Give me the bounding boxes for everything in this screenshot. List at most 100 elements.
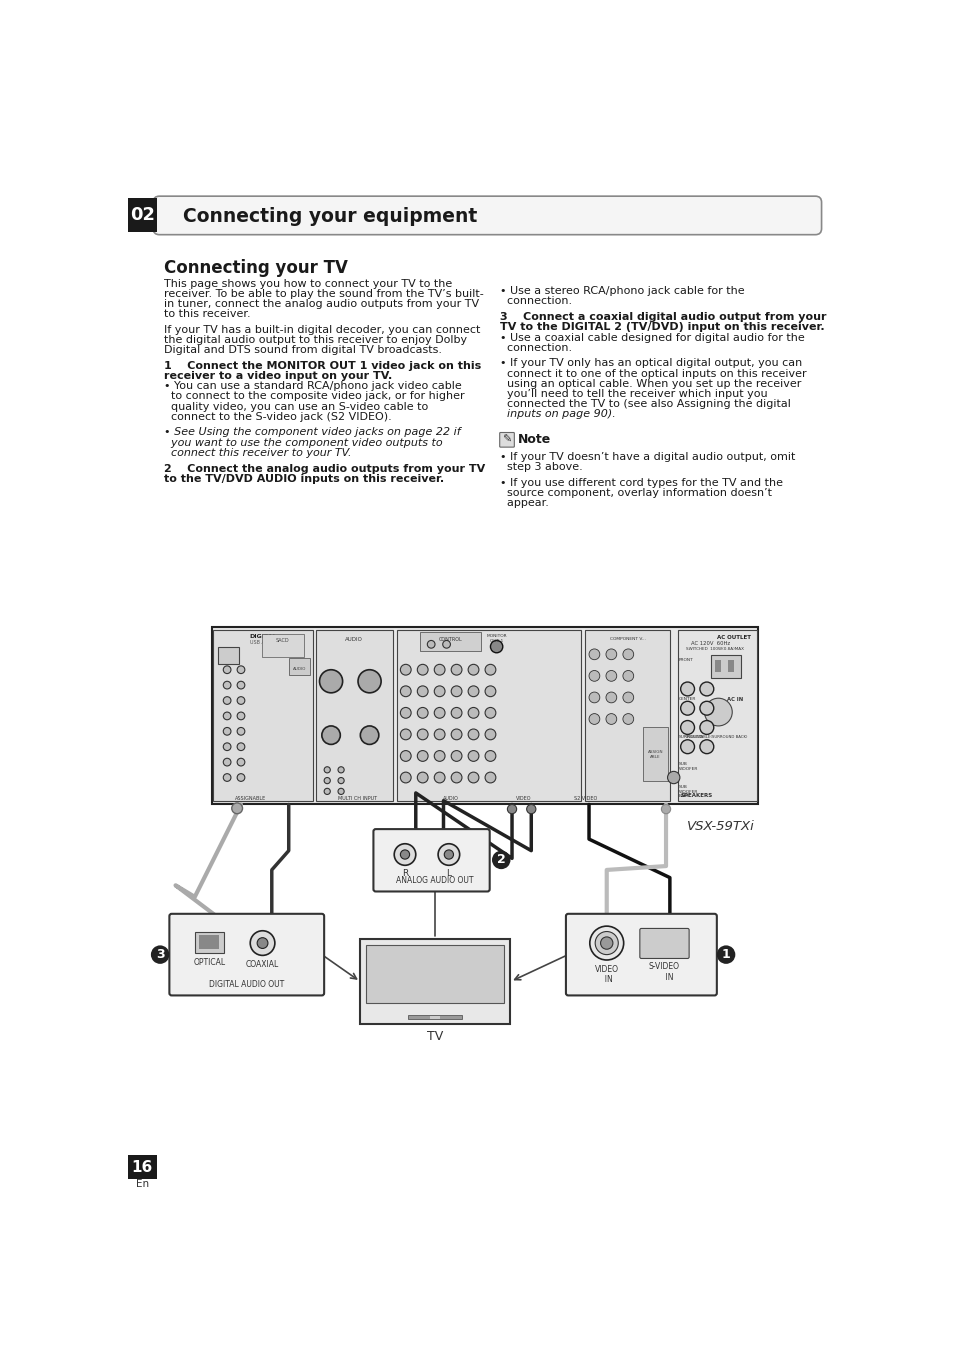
Circle shape — [588, 713, 599, 724]
Text: S-VIDEO
    IN: S-VIDEO IN — [648, 962, 679, 981]
Bar — [727, 660, 733, 672]
Bar — [212, 627, 758, 805]
Text: MONITOR
OUT 1: MONITOR OUT 1 — [486, 634, 506, 643]
Circle shape — [324, 778, 330, 783]
Bar — [584, 630, 669, 801]
Text: VIDEO: VIDEO — [516, 795, 531, 801]
Circle shape — [438, 833, 448, 843]
Circle shape — [434, 730, 444, 740]
Text: 2    Connect the analog audio outputs from your TV: 2 Connect the analog audio outputs from … — [164, 463, 485, 474]
Circle shape — [223, 712, 231, 720]
Circle shape — [600, 937, 612, 949]
Text: in tuner, connect the analog audio outputs from your TV: in tuner, connect the analog audio outpu… — [164, 299, 478, 308]
Text: • You can use a standard RCA/phono jack video cable: • You can use a standard RCA/phono jack … — [164, 381, 461, 392]
Circle shape — [237, 758, 245, 766]
Bar — [360, 940, 510, 1024]
Circle shape — [451, 708, 461, 719]
Text: • If your TV only has an optical digital output, you can: • If your TV only has an optical digital… — [500, 358, 801, 369]
Text: En: En — [135, 1179, 149, 1189]
Text: AUDIO: AUDIO — [293, 668, 306, 672]
Text: SURROUND: SURROUND — [679, 735, 703, 739]
Text: the digital audio output to this receiver to enjoy Dolby: the digital audio output to this receive… — [164, 335, 467, 345]
Text: COMPONENT V...: COMPONENT V... — [609, 637, 645, 641]
Circle shape — [223, 697, 231, 704]
Circle shape — [588, 670, 599, 681]
Text: 3    Connect a coaxial digital audio output from your: 3 Connect a coaxial digital audio output… — [500, 312, 826, 322]
Text: COAXIAL: COAXIAL — [246, 960, 279, 969]
Circle shape — [490, 641, 502, 653]
Bar — [408, 1015, 461, 1019]
Circle shape — [468, 773, 478, 783]
Bar — [261, 634, 304, 657]
Circle shape — [451, 665, 461, 676]
Circle shape — [237, 666, 245, 673]
Text: TV to the DIGITAL 2 (TV/DVD) input on this receiver.: TV to the DIGITAL 2 (TV/DVD) input on th… — [500, 322, 824, 332]
Text: VSX-59TXi: VSX-59TXi — [686, 820, 754, 833]
Circle shape — [665, 948, 670, 952]
Text: L: L — [446, 870, 451, 878]
Text: you’ll need to tell the receiver which input you: you’ll need to tell the receiver which i… — [500, 389, 767, 398]
Circle shape — [451, 773, 461, 783]
Text: connect it to one of the optical inputs on this receiver: connect it to one of the optical inputs … — [500, 369, 806, 378]
Circle shape — [492, 851, 510, 870]
Text: ASSIGN
ABLE: ASSIGN ABLE — [647, 750, 662, 759]
Text: source component, overlay information doesn’t: source component, overlay information do… — [500, 487, 772, 498]
Circle shape — [679, 682, 694, 696]
Text: receiver to a video input on your TV.: receiver to a video input on your TV. — [164, 371, 392, 381]
Bar — [213, 630, 313, 801]
Circle shape — [605, 713, 616, 724]
Circle shape — [434, 686, 444, 697]
Circle shape — [416, 708, 428, 719]
Circle shape — [337, 767, 344, 773]
Text: • If your TV doesn’t have a digital audio output, omit: • If your TV doesn’t have a digital audi… — [500, 452, 795, 462]
Circle shape — [411, 833, 420, 843]
Circle shape — [451, 751, 461, 762]
Text: VIDEO
  IN: VIDEO IN — [594, 965, 618, 984]
Circle shape — [648, 937, 653, 942]
Circle shape — [324, 789, 330, 794]
Circle shape — [223, 758, 231, 766]
Circle shape — [400, 686, 411, 697]
Circle shape — [223, 681, 231, 689]
Circle shape — [605, 692, 616, 703]
Circle shape — [700, 701, 713, 715]
Bar — [289, 658, 310, 676]
Text: ANALOG AUDIO OUT: ANALOG AUDIO OUT — [395, 876, 474, 886]
Text: • See Using the component video jacks on page 22 if: • See Using the component video jacks on… — [164, 428, 460, 437]
Text: CONTROL: CONTROL — [438, 637, 462, 642]
Text: TV: TV — [426, 1030, 443, 1043]
Text: 2: 2 — [497, 853, 505, 867]
Circle shape — [213, 917, 220, 923]
Circle shape — [237, 697, 245, 704]
Bar — [128, 1155, 157, 1179]
Circle shape — [468, 686, 478, 697]
Circle shape — [437, 844, 459, 865]
Circle shape — [400, 751, 411, 762]
Circle shape — [427, 641, 435, 649]
Text: DIGITAL: DIGITAL — [250, 634, 276, 639]
Circle shape — [237, 681, 245, 689]
Circle shape — [319, 670, 342, 693]
Circle shape — [589, 926, 623, 960]
Text: appear.: appear. — [500, 498, 549, 507]
Bar — [315, 630, 393, 801]
Circle shape — [232, 804, 242, 814]
Circle shape — [442, 641, 450, 649]
Text: • If you use different cord types for the TV and the: • If you use different cord types for th… — [500, 478, 782, 487]
Circle shape — [622, 670, 633, 681]
Text: connect this receiver to your TV.: connect this receiver to your TV. — [164, 448, 351, 458]
Text: S2 VIDEO: S2 VIDEO — [573, 795, 597, 801]
Circle shape — [622, 713, 633, 724]
Circle shape — [400, 665, 411, 676]
Text: R: R — [401, 870, 408, 878]
Text: AUDIO: AUDIO — [345, 637, 363, 642]
Circle shape — [605, 670, 616, 681]
Bar — [419, 633, 480, 651]
Circle shape — [400, 708, 411, 719]
Circle shape — [588, 692, 599, 703]
Circle shape — [484, 751, 496, 762]
Text: SACD: SACD — [275, 638, 289, 643]
FancyBboxPatch shape — [499, 432, 514, 447]
Text: to the TV/DVD AUDIO inputs on this receiver.: to the TV/DVD AUDIO inputs on this recei… — [164, 474, 444, 483]
Text: quality video, you can use an S-video cable to: quality video, you can use an S-video ca… — [164, 401, 428, 412]
